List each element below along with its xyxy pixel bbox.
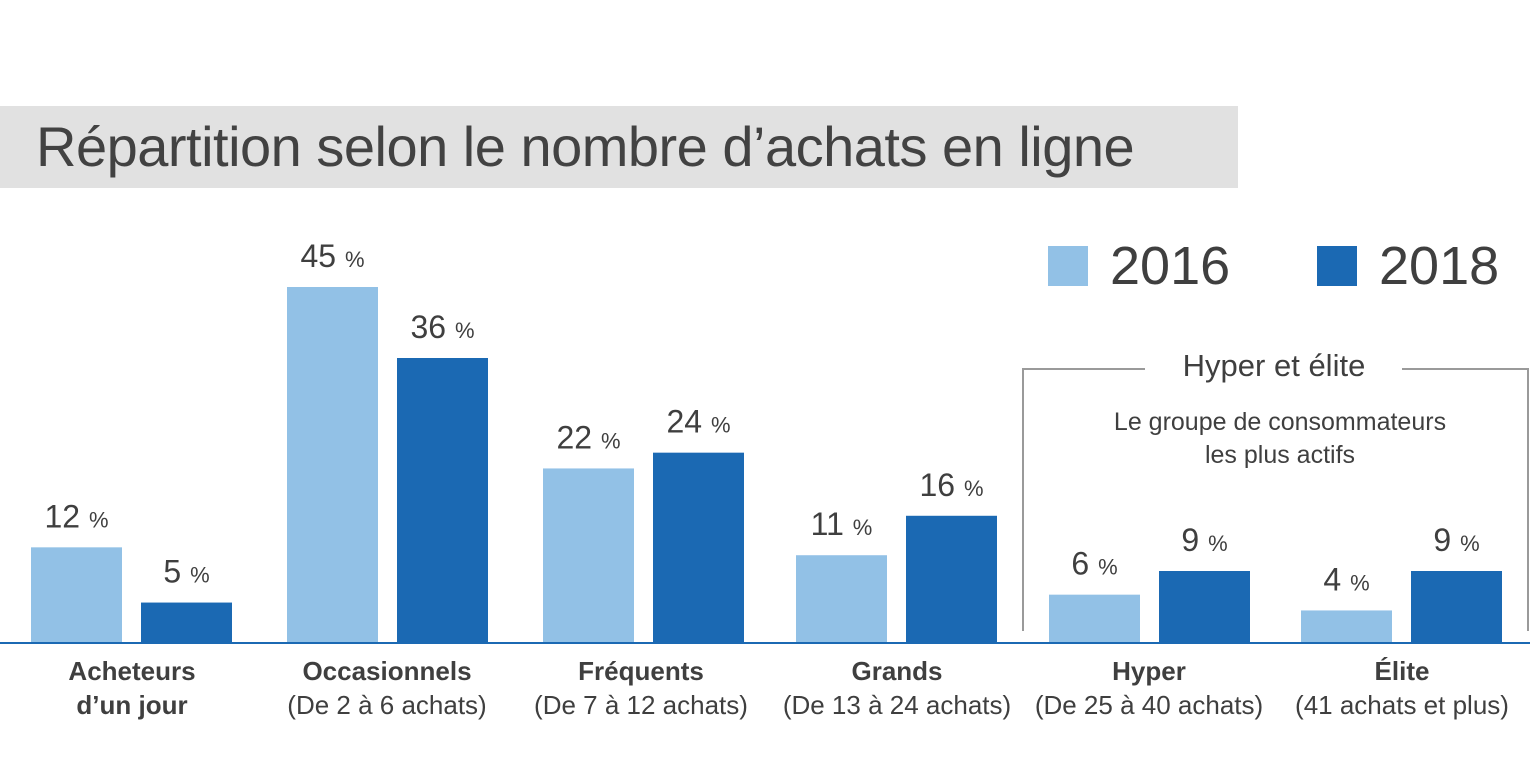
annotation-subtitle-line: Le groupe de consommateurs xyxy=(1113,408,1447,436)
annotation-bracket-right xyxy=(1402,368,1529,631)
data-label-2016-1: 45 % xyxy=(300,238,364,274)
category-sub: (De 13 à 24 achats) xyxy=(782,690,1012,720)
category-label-elite: Élite (41 achats et plus) xyxy=(1277,654,1527,722)
category-sub: d’un jour xyxy=(76,690,188,720)
data-label-2018-1: 36 % xyxy=(410,309,474,345)
category-sub: (De 25 à 40 achats) xyxy=(1034,690,1264,720)
bar-2018-1 xyxy=(397,358,488,642)
legend-item-2016: 2016 xyxy=(1048,236,1231,296)
annotation-bracket-left xyxy=(1022,368,1145,631)
data-label-2018-2: 24 % xyxy=(666,404,730,440)
category-sub: (De 7 à 12 achats) xyxy=(534,690,748,720)
data-label-2016-4: 6 % xyxy=(1071,546,1117,582)
bar-2016-5 xyxy=(1301,610,1392,642)
data-label-2016-3: 11 % xyxy=(811,506,873,542)
data-label-2016-5: 4 % xyxy=(1323,561,1369,597)
bar-2016-4 xyxy=(1049,594,1140,642)
bar-2016-1 xyxy=(287,287,378,642)
legend-label-2018: 2018 xyxy=(1379,236,1500,296)
category-name: Acheteurs xyxy=(68,656,196,686)
data-label-2018-4: 9 % xyxy=(1181,522,1227,558)
legend-swatch-2016 xyxy=(1048,246,1088,286)
category-label-hyper: Hyper (De 25 à 40 achats) xyxy=(1024,654,1274,722)
bar-2018-4 xyxy=(1159,571,1250,642)
bar-2018-0 xyxy=(141,602,232,642)
category-sub: (De 2 à 6 achats) xyxy=(287,690,487,720)
bar-2018-2 xyxy=(653,452,744,642)
data-label-2016-0: 12 % xyxy=(44,498,108,534)
data-label-2016-2: 22 % xyxy=(556,419,620,455)
annotation-title: Hyper et élite xyxy=(1182,348,1366,383)
category-label-frequents: Fréquents (De 7 à 12 achats) xyxy=(516,654,766,722)
category-name: Grands xyxy=(851,656,943,686)
data-label-2018-3: 16 % xyxy=(919,467,983,503)
data-label-2018-0: 5 % xyxy=(163,554,209,590)
annotation-subtitle-line: les plus actifs xyxy=(1204,441,1356,469)
bar-2016-3 xyxy=(796,555,887,642)
bar-2018-3 xyxy=(906,515,997,642)
title-band xyxy=(0,106,1238,188)
legend-swatch-2018 xyxy=(1317,246,1357,286)
category-label-grands: Grands (De 13 à 24 achats) xyxy=(772,654,1022,722)
category-label-acheteurs: Acheteurs d’un jour xyxy=(7,654,257,722)
category-label-occasionnels: Occasionnels (De 2 à 6 achats) xyxy=(262,654,512,722)
data-label-2018-5: 9 % xyxy=(1433,522,1479,558)
bar-2016-0 xyxy=(31,547,122,642)
category-sub: (41 achats et plus) xyxy=(1295,690,1509,720)
category-name: Élite xyxy=(1374,656,1430,686)
bar-2016-2 xyxy=(543,468,634,642)
category-name: Hyper xyxy=(1112,656,1186,686)
bar-2018-5 xyxy=(1411,571,1502,642)
annotation-subtitle: Le groupe de consommateurs les plus acti… xyxy=(1030,406,1530,472)
legend-label-2016: 2016 xyxy=(1110,236,1231,296)
legend-item-2018: 2018 xyxy=(1317,236,1500,296)
category-name: Fréquents xyxy=(578,656,704,686)
chart-title: Répartition selon le nombre d’achats en … xyxy=(36,115,1135,178)
category-name: Occasionnels xyxy=(302,656,472,686)
